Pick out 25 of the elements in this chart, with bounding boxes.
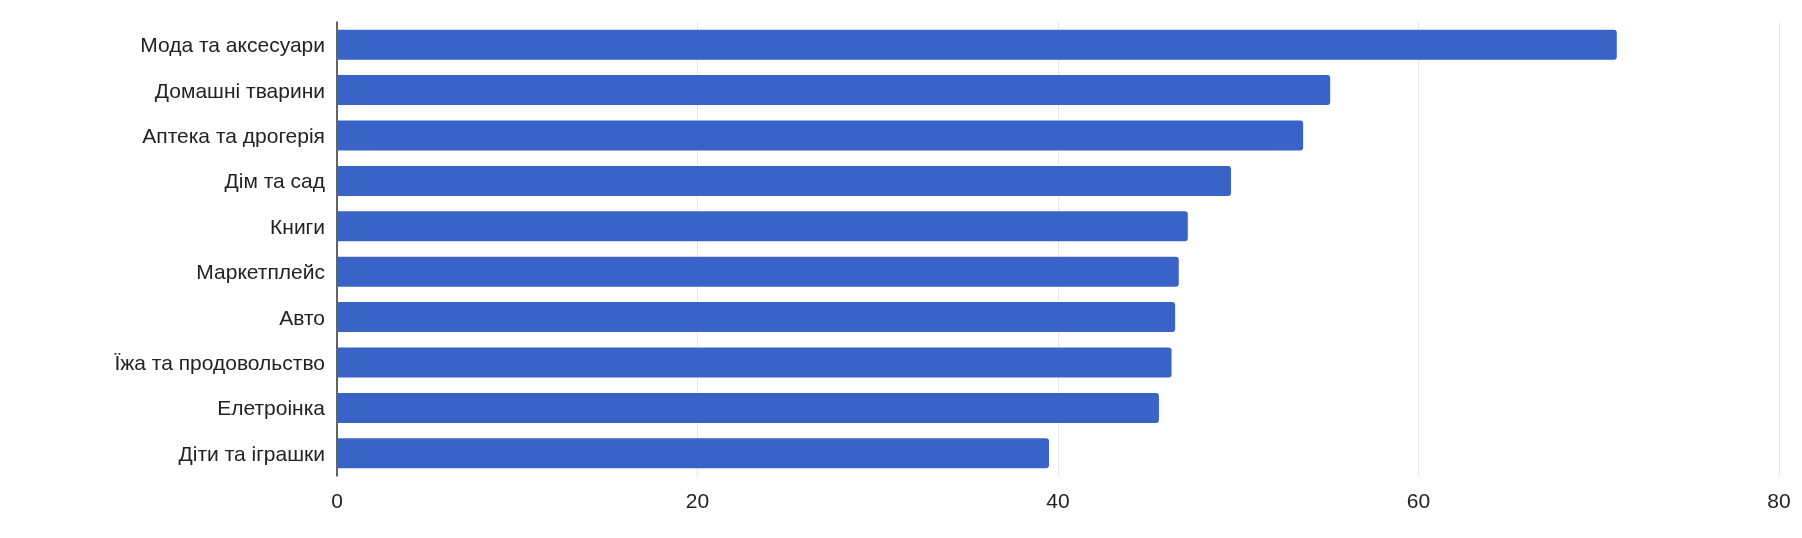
y-tick-label: Авто — [279, 305, 325, 329]
y-tick-label: Діти та іграшки — [178, 441, 325, 465]
y-tick-label: Книги — [270, 214, 325, 238]
y-tick-label: Домашні тварини — [154, 78, 325, 102]
bar — [337, 302, 1176, 333]
bar — [337, 29, 1617, 60]
bar — [337, 438, 1049, 469]
bar — [337, 120, 1304, 151]
bar — [337, 211, 1188, 242]
y-tick-label: Елетроінка — [217, 396, 326, 420]
y-tick-label: Аптека та дрогерія — [142, 124, 325, 147]
bar — [337, 392, 1159, 423]
y-tick-label: Маркетплейс — [196, 260, 325, 284]
x-tick-label: 60 — [1406, 489, 1431, 512]
x-tick-label: 20 — [685, 489, 710, 512]
x-tick-label: 80 — [1767, 489, 1791, 512]
bar — [337, 347, 1172, 378]
y-tick-label: Дім та сад — [224, 169, 325, 193]
y-tick-label: Мода та аксесуари — [140, 33, 325, 57]
y-tick-label: Їжа та продовольство — [114, 351, 325, 374]
bar — [337, 165, 1232, 196]
x-tick-label: 0 — [331, 489, 343, 512]
bar — [337, 256, 1179, 287]
x-tick-label: 40 — [1046, 489, 1070, 512]
bar — [337, 75, 1331, 106]
